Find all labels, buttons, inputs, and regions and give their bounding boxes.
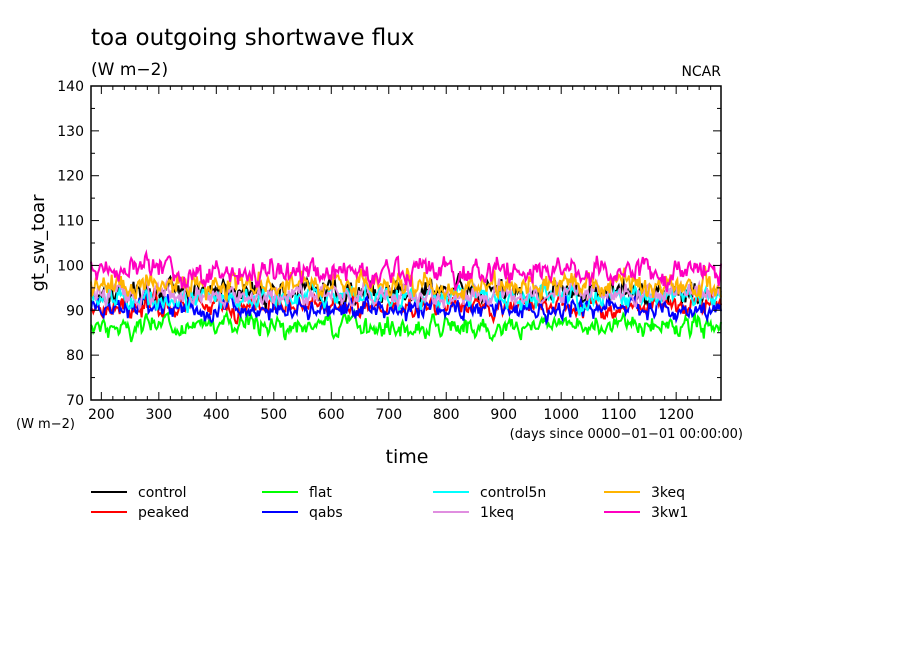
y-tick-label: 110 (57, 214, 84, 230)
legend-label-1keq: 1keq (480, 505, 514, 521)
y-tick-label: 100 (57, 258, 84, 274)
x-units-label: (days since 0000−01−01 00:00:00) (510, 427, 743, 442)
y-tick-label: 80 (66, 348, 84, 364)
legend-label-peaked: peaked (138, 505, 189, 521)
series-line-flat (90, 308, 722, 343)
x-tick-label: 200 (88, 407, 115, 423)
chart-subtitle: (W m−2) (91, 60, 168, 80)
x-tick-label: 400 (203, 407, 230, 423)
legend-label-3kw1: 3kw1 (651, 505, 688, 521)
legend-label-control5n: control5n (480, 485, 546, 501)
axis-ticks: 70 80 90 100 110 120 130 140 200 300 400 500 600 700 8… (57, 79, 721, 423)
legend: control peaked flat qabs control5n 1keq 3keq 3k… (91, 485, 688, 521)
x-tick-label: 800 (433, 407, 460, 423)
x-tick-label: 500 (260, 407, 287, 423)
y-axis-label: gt_sw_toar (28, 194, 49, 292)
series-line-qabs (90, 291, 722, 326)
x-tick-label: 700 (375, 407, 402, 423)
series-line-1keq (90, 275, 722, 312)
x-tick-label: 300 (145, 407, 172, 423)
y-units-label: (W m−2) (16, 417, 75, 432)
series-line-3kw1 (90, 249, 722, 292)
legend-label-qabs: qabs (309, 505, 343, 521)
x-tick-label: 600 (318, 407, 345, 423)
x-tick-label: 1000 (543, 407, 579, 423)
plot-frame (90, 85, 722, 401)
chart-title: toa outgoing shortwave flux (91, 25, 414, 51)
x-axis-label: time (386, 446, 429, 468)
legend-label-3keq: 3keq (651, 485, 685, 501)
legend-label-control: control (138, 485, 187, 501)
x-tick-label: 1200 (658, 407, 694, 423)
y-tick-label: 140 (57, 79, 84, 95)
y-tick-label: 130 (57, 124, 84, 140)
x-tick-label: 900 (490, 407, 517, 423)
credit-label: NCAR (681, 64, 721, 80)
y-tick-label: 70 (66, 393, 84, 409)
x-tick-label: 1100 (601, 407, 637, 423)
y-tick-label: 90 (66, 303, 84, 319)
series-lines (90, 249, 722, 343)
y-tick-label: 120 (57, 169, 84, 185)
legend-label-flat: flat (309, 485, 332, 501)
